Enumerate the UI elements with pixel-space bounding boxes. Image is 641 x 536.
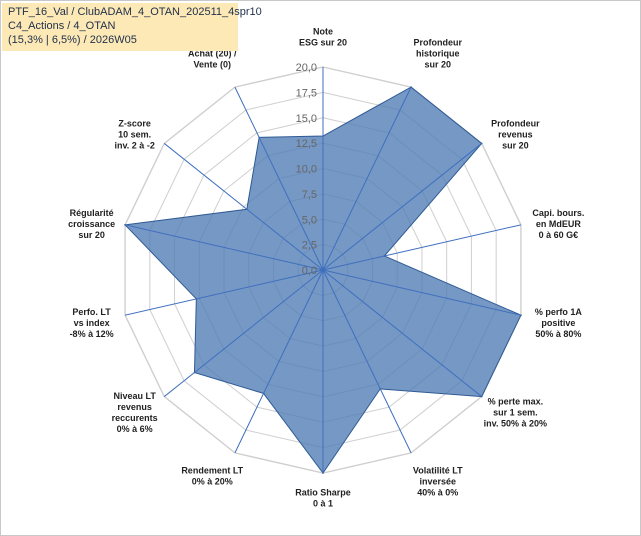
axis-spoke	[163, 143, 324, 271]
axis-label: Z-score 10 sem. inv. 2 à -2	[114, 119, 154, 151]
axis-label: Perfo. LT vs index -8% à 12%	[70, 307, 114, 339]
tick-label: 10,0	[296, 164, 317, 176]
axis-label: Capi. bours. en MdEUR 0 à 60 G€	[532, 208, 584, 240]
tick-label: 20,0	[296, 62, 317, 74]
tick-label: 7,5	[302, 189, 317, 201]
axis-spoke	[322, 269, 412, 454]
tick-label: 5,0	[302, 214, 317, 226]
axis-spoke	[322, 269, 522, 316]
axis-spoke	[163, 269, 324, 397]
tick-label: 15,0	[296, 113, 317, 125]
axis-layer	[124, 67, 522, 473]
axis-label: Ratio Sharpe 0 à 1	[295, 488, 351, 509]
portfolio-stats: (15,3% | 6,5%) / 2026W05	[8, 34, 137, 46]
axis-label: Profondeur revenus sur 20	[491, 119, 540, 151]
axis-spoke	[322, 143, 483, 271]
portfolio-name: PTF_16_Val / ClubADAM_4_OTAN_202511_4spr…	[8, 6, 262, 18]
axis-spoke	[124, 269, 324, 316]
axis-spoke	[124, 224, 324, 271]
axis-label: Niveau LT revenus reccurents 0% à 6%	[112, 391, 158, 434]
axis-spoke	[322, 86, 412, 271]
axis-label: Note ESG sur 20	[299, 27, 347, 48]
tick-label: 2,5	[302, 240, 317, 252]
label-layer: Note ESG sur 20 Profondeur historique sur 20…	[68, 27, 584, 509]
axis-spoke	[322, 224, 522, 271]
axis-label: Régularité croissance sur 20	[68, 208, 115, 240]
axis-label: Profondeur historique sur 20	[414, 38, 463, 70]
axis-label: % perte max. sur 1 sem. inv. 50% à 20%	[484, 397, 547, 429]
tick-label: 0,0	[302, 265, 317, 277]
axis-label: % perfo 1A positive 50% à 80%	[535, 307, 583, 339]
tick-label: 12,5	[296, 138, 317, 150]
axis-label: Rendement LT 0% à 20%	[181, 466, 243, 487]
axis-spoke	[234, 86, 324, 271]
axis-label: Volatilité LT inversée 40% à 0%	[413, 466, 463, 498]
portfolio-category: C4_Actions / 4_OTAN	[8, 20, 116, 32]
tick-layer: 0,0 2,5 5,0 7,5 10,0 12,5 15,0 17,5 20,0	[296, 62, 317, 277]
portfolio-info-box: PTF_16_Val / ClubADAM_4_OTAN_202511_4spr…	[2, 3, 262, 51]
axis-spoke	[234, 269, 324, 454]
tick-label: 17,5	[296, 87, 317, 99]
axis-spoke	[322, 269, 483, 397]
